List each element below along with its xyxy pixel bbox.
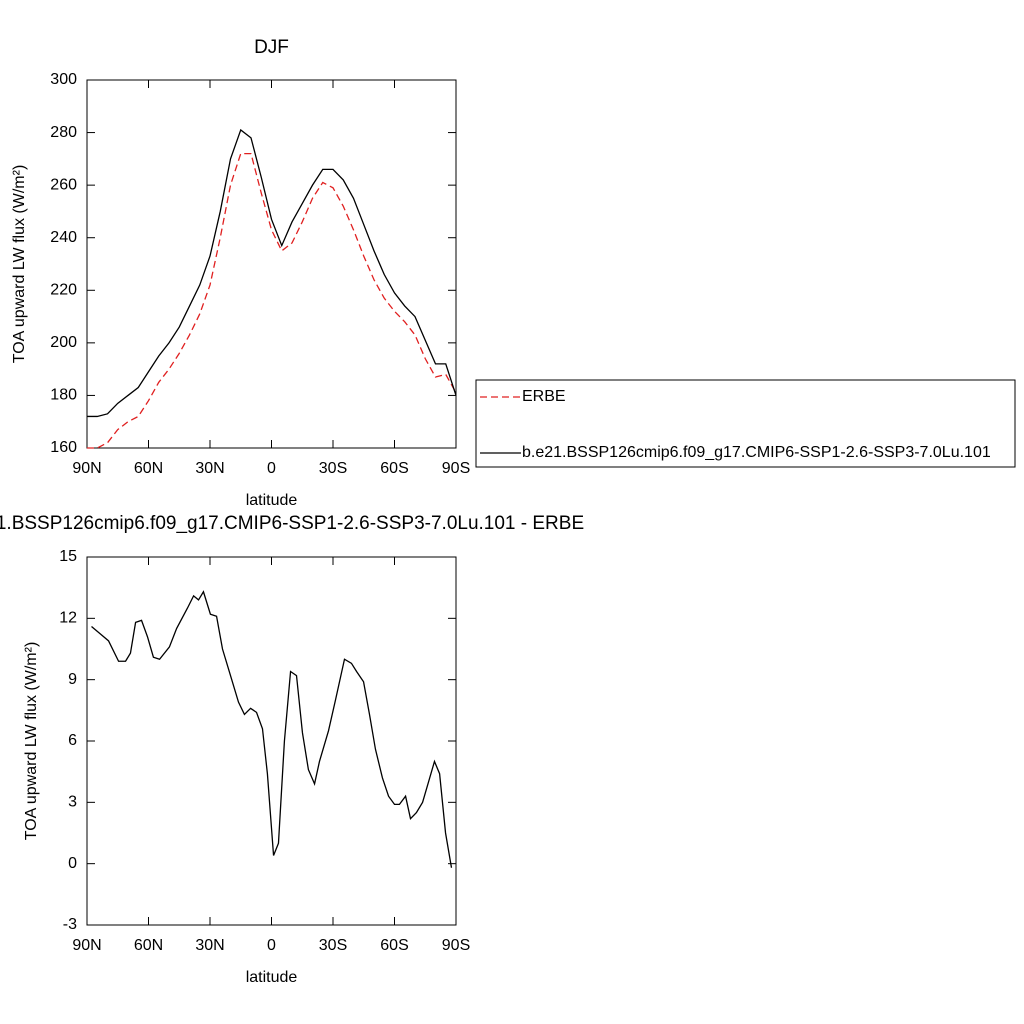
y-tick-label: 200 (50, 334, 77, 351)
y-tick-label: 260 (50, 176, 77, 193)
x-tick-label: 60S (380, 937, 408, 954)
y-tick-label: 160 (50, 439, 77, 456)
plot-frame (86, 556, 457, 926)
y-tick-label: 300 (50, 71, 77, 88)
x-axis-label: latitude (246, 969, 298, 986)
y-tick-label: 280 (50, 124, 77, 141)
y-tick-label: 220 (50, 282, 77, 299)
x-tick-label: 30S (319, 460, 347, 477)
y-tick-label: 180 (50, 387, 77, 404)
y-tick-label: 3 (68, 794, 77, 811)
legend-label: b.e21.BSSP126cmip6.f09_g17.CMIP6-SSP1-2.… (522, 444, 991, 461)
data-line (91, 590, 453, 868)
data-line (87, 152, 457, 449)
legend-label: ERBE (522, 388, 566, 405)
x-tick-label: 60N (134, 937, 163, 954)
x-tick-label: 30N (195, 937, 224, 954)
x-tick-label: 60N (134, 460, 163, 477)
y-tick-label: 15 (59, 548, 77, 565)
chart-title: DJF (254, 37, 289, 58)
y-tick-label: 240 (50, 229, 77, 246)
x-tick-label: 90N (72, 937, 101, 954)
data-line (87, 128, 457, 418)
y-tick-label: 9 (68, 671, 77, 688)
x-tick-label: 0 (267, 460, 276, 477)
x-tick-label: 60S (380, 460, 408, 477)
x-axis-label: latitude (246, 492, 298, 509)
y-tick-label: -3 (63, 916, 77, 933)
y-tick-label: 6 (68, 732, 77, 749)
x-tick-label: 90N (72, 460, 101, 477)
plot-frame (86, 79, 457, 449)
x-tick-label: 30N (195, 460, 224, 477)
legend-box (475, 379, 1016, 468)
chart-title: b.e21.BSSP126cmip6.f09_g17.CMIP6-SSP1-2.… (0, 513, 584, 534)
x-tick-label: 90S (442, 460, 470, 477)
y-axis-label: TOA upward LW flux (W/m²) (23, 642, 40, 841)
y-tick-label: 0 (68, 855, 77, 872)
x-tick-label: 30S (319, 937, 347, 954)
y-tick-label: 12 (59, 610, 77, 627)
x-tick-label: 0 (267, 937, 276, 954)
x-tick-label: 90S (442, 937, 470, 954)
y-axis-label: TOA upward LW flux (W/m²) (11, 165, 28, 364)
